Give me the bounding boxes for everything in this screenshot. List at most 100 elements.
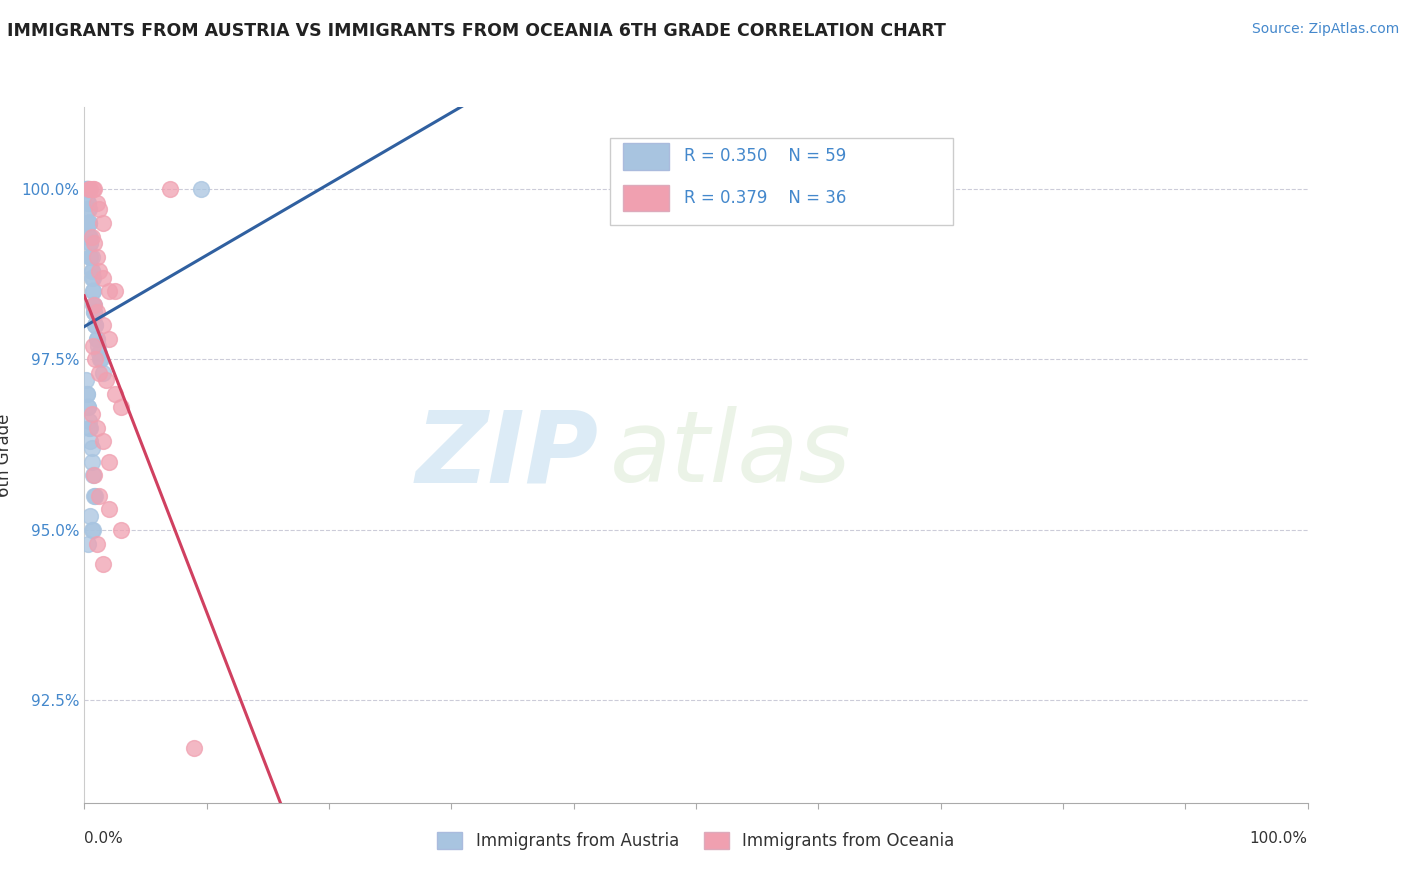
- Point: [80, 250, 103, 264]
- Text: 100.0%: 100.0%: [1250, 830, 1308, 846]
- Point: [82, 270, 104, 285]
- Text: atlas: atlas: [610, 407, 852, 503]
- Point: [75, 182, 97, 196]
- Point: [83, 298, 105, 312]
- Point: [82, 339, 104, 353]
- Point: [87, 264, 110, 278]
- Point: [84, 489, 107, 503]
- Point: [110, 400, 132, 414]
- Point: [77, 195, 100, 210]
- Point: [87, 489, 110, 503]
- FancyBboxPatch shape: [623, 185, 669, 211]
- Point: [91, 434, 114, 449]
- Point: [82, 284, 104, 298]
- Y-axis label: 6th Grade: 6th Grade: [0, 413, 13, 497]
- Point: [80, 264, 103, 278]
- Point: [83, 236, 105, 251]
- Point: [82, 182, 104, 196]
- Point: [79, 434, 101, 449]
- Point: [79, 236, 101, 251]
- Text: 0.0%: 0.0%: [84, 830, 124, 846]
- Text: R = 0.350    N = 59: R = 0.350 N = 59: [683, 147, 846, 165]
- Point: [86, 195, 108, 210]
- Point: [159, 182, 181, 196]
- Point: [80, 523, 103, 537]
- Point: [87, 202, 110, 217]
- Point: [76, 386, 98, 401]
- Legend: Immigrants from Austria, Immigrants from Oceania: Immigrants from Austria, Immigrants from…: [430, 826, 962, 857]
- Point: [80, 455, 103, 469]
- Point: [190, 182, 212, 196]
- Point: [76, 182, 98, 196]
- Point: [86, 420, 108, 434]
- Point: [86, 332, 108, 346]
- Point: [83, 304, 105, 318]
- Point: [77, 202, 100, 217]
- Point: [104, 386, 127, 401]
- FancyBboxPatch shape: [610, 138, 953, 226]
- Text: R = 0.379    N = 36: R = 0.379 N = 36: [683, 189, 846, 207]
- Point: [77, 536, 100, 550]
- Point: [80, 264, 103, 278]
- Point: [79, 236, 101, 251]
- Point: [80, 270, 103, 285]
- Point: [183, 741, 205, 756]
- Point: [77, 182, 100, 196]
- Point: [83, 304, 105, 318]
- Text: ZIP: ZIP: [415, 407, 598, 503]
- Text: IMMIGRANTS FROM AUSTRIA VS IMMIGRANTS FROM OCEANIA 6TH GRADE CORRELATION CHART: IMMIGRANTS FROM AUSTRIA VS IMMIGRANTS FR…: [7, 22, 946, 40]
- Point: [82, 298, 104, 312]
- Point: [75, 182, 97, 196]
- Point: [75, 373, 97, 387]
- Point: [86, 304, 108, 318]
- Point: [79, 420, 101, 434]
- Point: [77, 216, 100, 230]
- Point: [77, 202, 100, 217]
- Point: [97, 332, 120, 346]
- Point: [84, 352, 107, 367]
- Point: [97, 502, 120, 516]
- Point: [76, 386, 98, 401]
- Point: [87, 366, 110, 380]
- Point: [110, 523, 132, 537]
- Point: [79, 250, 101, 264]
- Point: [79, 229, 101, 244]
- Point: [77, 420, 100, 434]
- Point: [79, 250, 101, 264]
- Point: [84, 318, 107, 333]
- Point: [77, 229, 100, 244]
- Point: [97, 284, 120, 298]
- Point: [76, 182, 98, 196]
- Point: [89, 352, 111, 367]
- Point: [86, 332, 108, 346]
- Point: [86, 536, 108, 550]
- Point: [76, 182, 98, 196]
- Point: [91, 366, 114, 380]
- Point: [77, 400, 100, 414]
- Point: [77, 182, 100, 196]
- Point: [79, 509, 101, 524]
- Point: [80, 441, 103, 455]
- Point: [87, 345, 110, 359]
- Point: [77, 216, 100, 230]
- Point: [84, 318, 107, 333]
- Point: [87, 339, 110, 353]
- Point: [77, 182, 100, 196]
- Point: [86, 250, 108, 264]
- Point: [91, 557, 114, 571]
- Text: Source: ZipAtlas.com: Source: ZipAtlas.com: [1251, 22, 1399, 37]
- Point: [83, 489, 105, 503]
- Point: [79, 182, 101, 196]
- Point: [90, 352, 112, 367]
- Point: [91, 318, 114, 333]
- Point: [82, 284, 104, 298]
- Point: [77, 400, 100, 414]
- Point: [77, 195, 100, 210]
- Point: [91, 270, 114, 285]
- Point: [91, 216, 114, 230]
- Point: [80, 407, 103, 421]
- Point: [104, 284, 127, 298]
- Point: [77, 414, 100, 428]
- Point: [77, 216, 100, 230]
- Point: [82, 468, 104, 483]
